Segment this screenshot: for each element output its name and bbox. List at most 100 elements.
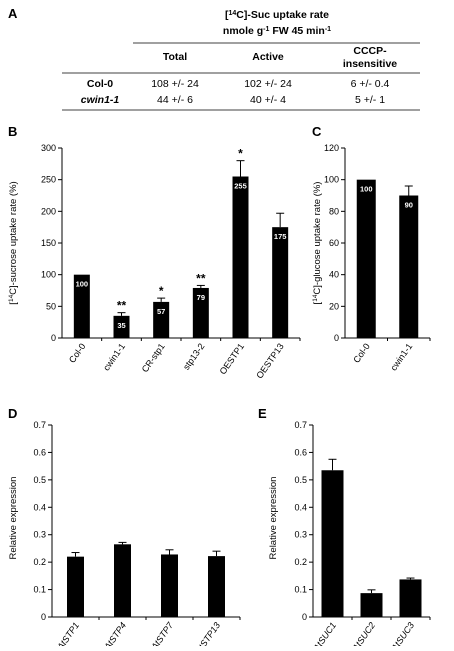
data-label: 100 (360, 185, 373, 194)
panel-letter-a: A (8, 6, 18, 21)
y-tick-label: 0 (302, 612, 307, 622)
panel-letter-b: B (8, 124, 17, 139)
significance-marker: * (238, 147, 243, 161)
table-row-label: cwin1-1 (81, 94, 120, 106)
y-tick-label: 200 (41, 206, 56, 216)
y-tick-label: 20 (329, 301, 339, 311)
table-title: [14C]-Suc uptake rate (225, 9, 329, 21)
x-tick-label: cwin1-1 (101, 341, 127, 372)
bar (321, 470, 344, 617)
x-tick-label: OESTP1 (218, 341, 247, 376)
y-axis-title: [14C]-glucose uptake rate (%) (312, 182, 324, 305)
x-tick-label: OESTP13 (254, 341, 285, 380)
bar (67, 556, 84, 617)
x-tick-label: AtSTP1 (55, 620, 82, 646)
y-tick-label: 40 (329, 270, 339, 280)
bar (161, 554, 178, 617)
data-label: 175 (274, 232, 287, 241)
table-cell-cccp: 5 +/- 1 (355, 94, 385, 106)
y-tick-label: 0 (334, 333, 339, 343)
table-unit: nmole g-1 FW 45 min-1 (223, 25, 331, 37)
table-row: cwin1-1 44 +/- 6 40 +/- 4 5 +/- 1 (81, 94, 385, 106)
chart-d: 0 0.1 0.2 0.3 0.4 0.5 0.6 0.7 Relative expressio… (8, 420, 241, 651)
bar (153, 301, 170, 338)
significance-marker: ** (196, 271, 206, 285)
y-tick-label: 0 (51, 333, 56, 343)
y-axis-title: Relative expression (268, 477, 279, 560)
x-tick-label: stp13-2 (181, 341, 206, 371)
y-tick-label: 0.6 (294, 447, 307, 457)
data-label: 100 (76, 280, 89, 289)
x-tick-label: AtSTP7 (149, 620, 176, 646)
y-tick-label: 0.4 (33, 502, 46, 512)
table-row-label: Col-0 (87, 78, 113, 90)
y-tick-label: 0.7 (33, 420, 46, 430)
y-tick-label: 300 (41, 143, 56, 153)
x-tick-label: AtSTP4 (102, 620, 129, 646)
chart-b: 0 50 100 150 200 250 300 [14C]-sucrose uptake r… (8, 143, 301, 380)
bar (192, 287, 209, 338)
y-tick-label: 50 (46, 301, 56, 311)
table-cell-cccp: 6 +/- 0.4 (351, 78, 390, 90)
bar (113, 315, 130, 338)
panel-a-table: A [14C]-Suc uptake rate nmole g-1 FW 45 … (8, 6, 420, 111)
y-tick-label: 0.5 (33, 475, 46, 485)
table-row: Col-0 108 +/- 24 102 +/- 24 6 +/- 0.4 (87, 78, 390, 90)
y-tick-label: 120 (324, 143, 339, 153)
x-tick-label: AtSUC1 (311, 620, 338, 646)
table-cell-active: 102 +/- 24 (244, 78, 292, 90)
chart-e: 0 0.1 0.2 0.3 0.4 0.5 0.6 0.7 Relative expressio… (268, 420, 431, 651)
bar (360, 593, 383, 617)
bar (232, 176, 249, 338)
x-tick-label: cwin1-1 (388, 341, 414, 372)
y-tick-label: 0.4 (294, 502, 307, 512)
panel-letter-d: D (8, 406, 17, 421)
y-tick-label: 0.7 (294, 420, 307, 430)
table-cell-total: 44 +/- 6 (157, 94, 193, 106)
bar (208, 556, 225, 617)
table-col-total: Total (163, 51, 187, 63)
significance-marker: * (159, 284, 164, 298)
x-tick-label: AtSUC3 (389, 620, 416, 646)
panel-letter-c: C (312, 124, 322, 139)
x-tick-label: AtSUC2 (350, 620, 377, 646)
y-tick-label: 0.2 (294, 557, 307, 567)
y-tick-label: 0.1 (33, 585, 46, 595)
x-tick-label: AtSTP13 (193, 620, 222, 646)
panel-letter-e: E (258, 406, 267, 421)
table-col-active: Active (252, 51, 284, 63)
x-tick-label: Col-0 (67, 341, 88, 364)
significance-marker: ** (117, 299, 127, 313)
data-label: 57 (157, 307, 165, 316)
y-tick-label: 250 (41, 175, 56, 185)
data-label: 79 (197, 293, 205, 302)
y-tick-label: 80 (329, 206, 339, 216)
table-cell-total: 108 +/- 24 (151, 78, 199, 90)
bar (73, 274, 90, 338)
chart-c: 0 20 40 60 80 100 120 [14C]-glucose uptake rate… (312, 143, 431, 373)
data-label: 90 (405, 201, 413, 210)
table-cell-active: 40 +/- 4 (250, 94, 286, 106)
bar (356, 179, 376, 338)
bar (399, 579, 422, 617)
data-label: 255 (234, 182, 247, 191)
x-tick-label: CR-stp1 (140, 341, 167, 374)
y-tick-label: 0.5 (294, 475, 307, 485)
y-tick-label: 100 (41, 270, 56, 280)
bar (399, 195, 419, 338)
y-tick-label: 0.3 (33, 530, 46, 540)
table-col-cccp-2: insensitive (343, 58, 397, 70)
y-tick-label: 60 (329, 238, 339, 248)
data-label: 35 (117, 321, 125, 330)
bar (272, 227, 289, 338)
y-tick-label: 100 (324, 175, 339, 185)
table-col-cccp-1: CCCP- (353, 45, 387, 57)
y-axis-title: Relative expression (8, 477, 19, 560)
y-tick-label: 150 (41, 238, 56, 248)
y-tick-label: 0.1 (294, 585, 307, 595)
bar (114, 544, 131, 617)
y-axis-title: [14C]-sucrose uptake rate (%) (8, 181, 20, 304)
y-tick-label: 0.6 (33, 447, 46, 457)
